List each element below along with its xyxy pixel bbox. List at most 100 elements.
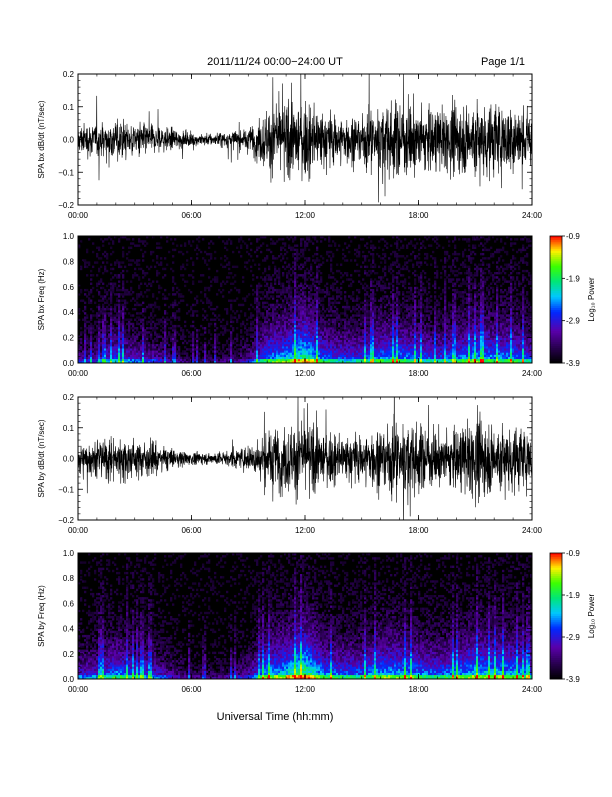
- spectrogram-cell: [224, 325, 226, 327]
- spectrogram-cell: [246, 323, 248, 325]
- spectrogram-cell: [166, 323, 168, 325]
- spectrogram-cell: [254, 251, 256, 253]
- spectrogram-cell: [116, 338, 118, 340]
- spectrogram-cell: [320, 276, 322, 278]
- spectrogram-cell: [266, 312, 268, 314]
- spectrogram-cell: [118, 302, 120, 304]
- spectrogram-cell: [120, 323, 122, 325]
- spectrogram-cell: [308, 321, 310, 323]
- spectrogram-cell: [384, 348, 386, 350]
- spectrogram-cell: [232, 359, 234, 361]
- spectrogram-cell: [288, 342, 290, 344]
- spectrogram-cell: [172, 314, 174, 316]
- spectrogram-cell: [94, 335, 96, 337]
- spectrogram-cell: [344, 306, 346, 308]
- spectrogram-cell: [174, 329, 176, 331]
- spectrogram-cell: [358, 247, 360, 249]
- spectrogram-cell: [172, 327, 174, 329]
- spectrogram-cell: [278, 283, 280, 285]
- spectrogram-cell: [222, 357, 224, 359]
- spectrogram-cell: [280, 340, 282, 342]
- spectrogram-cell: [402, 327, 404, 329]
- spectrogram-cell: [296, 340, 298, 342]
- spectrogram-cell: [354, 321, 356, 323]
- spectrogram-cell: [312, 325, 314, 327]
- spectrogram-cell: [116, 342, 118, 344]
- spectrogram-cell: [340, 359, 342, 361]
- spectrogram-cell: [380, 306, 382, 308]
- spectrogram-cell: [130, 300, 132, 302]
- spectrogram-cell: [384, 321, 386, 323]
- spectrogram-cell: [202, 357, 204, 359]
- spectrogram-cell: [256, 310, 258, 312]
- spectrogram-cell: [126, 302, 128, 304]
- spectrogram-cell: [118, 340, 120, 342]
- spectrogram-cell: [306, 333, 308, 335]
- spectrogram-cell: [308, 359, 310, 361]
- spectrogram-cell: [384, 300, 386, 302]
- spectrogram-cell: [134, 350, 136, 352]
- spectrogram-cell: [172, 350, 174, 352]
- spectrogram-cell: [334, 325, 336, 327]
- spectrogram-cell: [292, 331, 294, 333]
- spectrogram-cell: [398, 333, 400, 335]
- spectrogram-cell: [378, 300, 380, 302]
- spectrogram-cell: [284, 335, 286, 337]
- spectrogram-cell: [138, 359, 140, 361]
- spectrogram-cell: [392, 306, 394, 308]
- spectrogram-cell: [272, 329, 274, 331]
- spectrogram-cell: [326, 355, 328, 357]
- spectrogram-cell: [402, 352, 404, 354]
- spectrogram-cell: [198, 249, 200, 251]
- spectrogram-cell: [274, 316, 276, 318]
- spectrogram-cell: [96, 312, 98, 314]
- spectrogram-cell: [256, 319, 258, 321]
- spectrogram-cell: [284, 316, 286, 318]
- spectrogram-cell: [354, 249, 356, 251]
- spectrogram-cell: [206, 355, 208, 357]
- spectrogram-cell: [304, 247, 306, 249]
- spectrogram-cell: [120, 344, 122, 346]
- spectrogram-cell: [130, 314, 132, 316]
- spectrogram-cell: [378, 255, 380, 257]
- spectrogram-cell: [98, 340, 100, 342]
- spectrogram-cell: [340, 264, 342, 266]
- spectrogram-cell: [256, 240, 258, 242]
- spectrogram-cell: [106, 306, 108, 308]
- spectrogram-cell: [102, 304, 104, 306]
- spectrogram-cell: [320, 327, 322, 329]
- spectrogram-cell: [296, 253, 298, 255]
- spectrogram-cell: [108, 329, 110, 331]
- spectrogram-cell: [366, 344, 368, 346]
- spectrogram-cell: [302, 331, 304, 333]
- spectrogram-cell: [316, 352, 318, 354]
- spectrogram-cell: [274, 319, 276, 321]
- spectrogram-cell: [128, 355, 130, 357]
- spectrogram-cell: [88, 359, 90, 361]
- spectrogram-cell: [170, 335, 172, 337]
- spectrogram-cell: [88, 291, 90, 293]
- spectrogram-cell: [272, 308, 274, 310]
- spectrogram-cell: [374, 327, 376, 329]
- spectrogram-cell: [398, 291, 400, 293]
- spectrogram-cell: [376, 335, 378, 337]
- spectrogram-cell: [372, 306, 374, 308]
- spectrogram-cell: [100, 357, 102, 359]
- spectrogram-cell: [84, 289, 86, 291]
- spectrogram-cell: [280, 348, 282, 350]
- spectrogram-cell: [356, 357, 358, 359]
- spectrogram-cell: [374, 352, 376, 354]
- spectrogram-cell: [394, 255, 396, 257]
- spectrogram-cell: [332, 348, 334, 350]
- spectrogram-cell: [368, 329, 370, 331]
- spectrogram-cell: [370, 359, 372, 361]
- spectrogram-cell: [314, 314, 316, 316]
- spectrogram-cell: [404, 295, 406, 297]
- spectrogram-cell: [396, 338, 398, 340]
- spectrogram-cell: [268, 297, 270, 299]
- spectrogram-cell: [302, 308, 304, 310]
- spectrogram-cell: [368, 348, 370, 350]
- spectrogram-cell: [388, 342, 390, 344]
- spectrogram-cell: [100, 344, 102, 346]
- spectrogram-cell: [172, 280, 174, 282]
